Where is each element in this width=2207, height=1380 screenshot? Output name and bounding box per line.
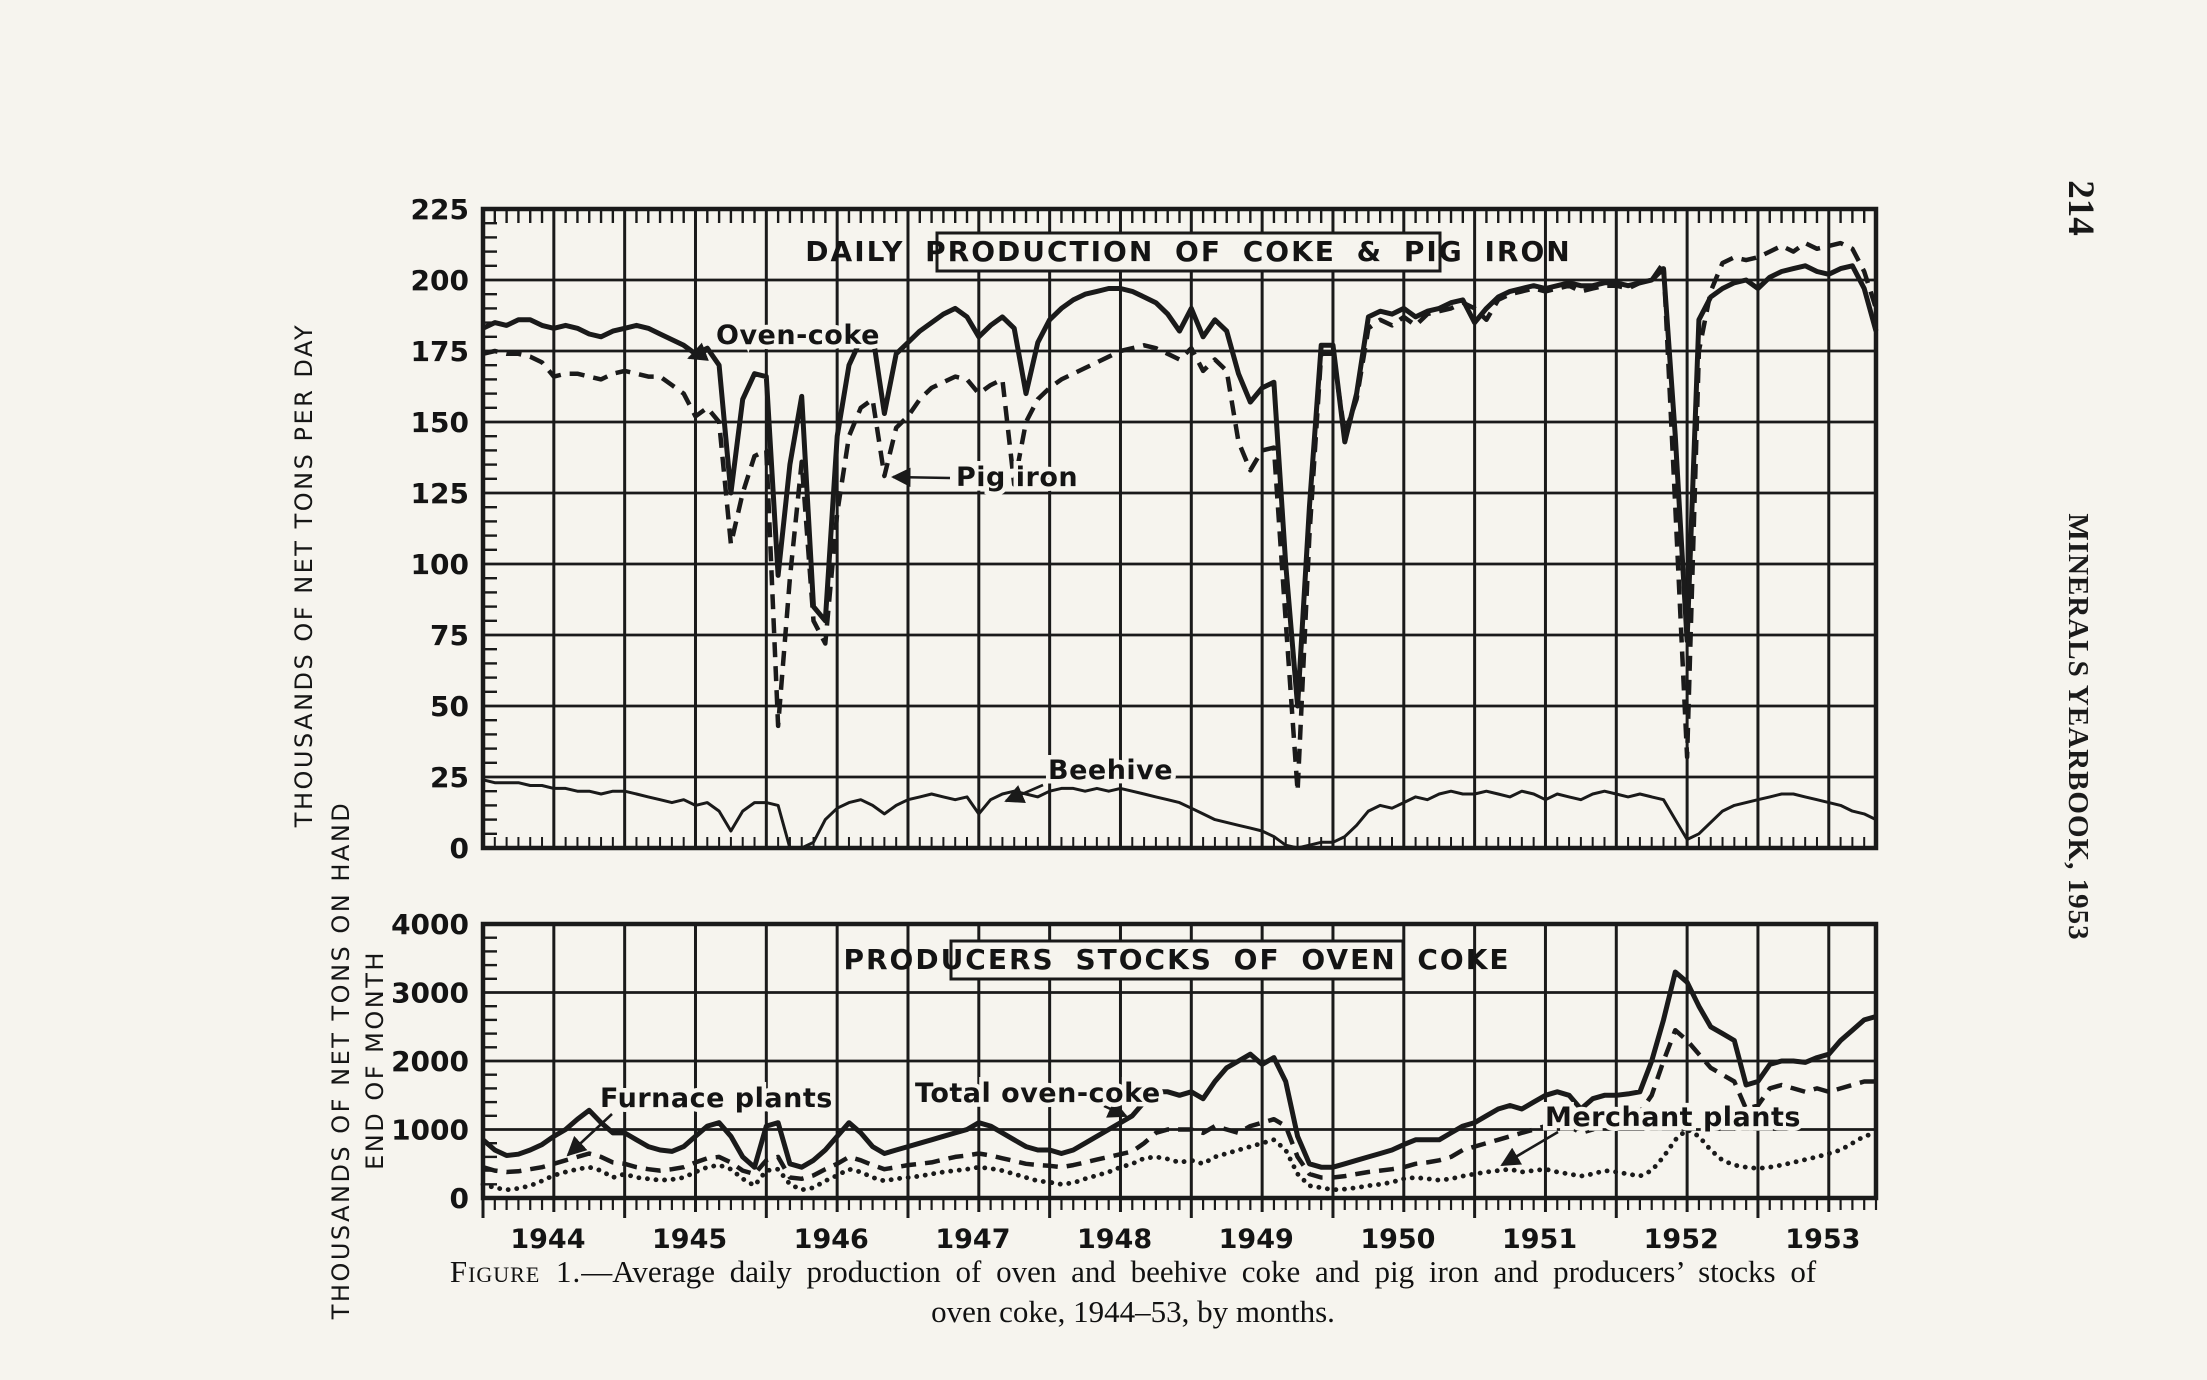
- chart-title-box: [935, 231, 1442, 273]
- y-tick-label: 3000: [391, 977, 469, 1010]
- page-number: 214: [2060, 180, 2101, 236]
- y-tick-label: 125: [411, 477, 469, 510]
- figure-label: Figure 1.: [449, 1254, 582, 1289]
- oven-coke-leader-arrow: [687, 342, 711, 361]
- x-year-label-1950: 1950: [1360, 1224, 1435, 1255]
- pig-iron-line: [482, 240, 1879, 794]
- merchant-plants-leader-arrow: [1500, 1130, 1559, 1167]
- total-oven-coke-leader-arrow: [1103, 1099, 1128, 1118]
- running-head: MINERALS YEARBOOK, 1953: [2062, 513, 2094, 941]
- furnace-plants-line: [482, 1027, 1876, 1182]
- y-tick-label: 2000: [391, 1045, 469, 1078]
- y-tick-label: 50: [430, 690, 469, 723]
- x-year-label-1951: 1951: [1502, 1224, 1577, 1255]
- chart-title: DAILY PRODUCTION OF COKE & PIG IRON: [805, 235, 1571, 268]
- y-tick-label: 75: [430, 619, 469, 652]
- x-year-label-1947: 1947: [935, 1224, 1010, 1255]
- beehive-label: Beehive: [1048, 755, 1173, 786]
- oven-coke-label: Oven-coke: [716, 320, 880, 351]
- caption-line-2: oven coke, 1944–53, by months.: [931, 1294, 1335, 1329]
- x-year-label-1946: 1946: [794, 1224, 869, 1255]
- caption-text-1: —Average daily production of oven and be…: [581, 1254, 1817, 1289]
- y-tick-label: 25: [430, 761, 469, 794]
- y-tick-label: 0: [450, 832, 469, 865]
- merchant-plants-label: Merchant plants: [1545, 1102, 1801, 1133]
- total-oven-coke-label: Total oven-coke: [915, 1078, 1161, 1109]
- x-year-label-1944: 1944: [510, 1224, 585, 1255]
- pig-iron-leader-arrow: [891, 467, 951, 488]
- total-oven-coke-line: [481, 969, 1877, 1170]
- x-year-label-1952: 1952: [1644, 1224, 1719, 1255]
- beehive-line: [482, 778, 1877, 850]
- beehive-leader-arrow: [1004, 783, 1044, 803]
- chart-1: 0 1000 2000 3000 4000 1944 1945 1946 1947 1948 194…: [327, 801, 1879, 1321]
- x-year-label-1945: 1945: [652, 1224, 727, 1255]
- y-tick-label: 1000: [391, 1114, 469, 1147]
- figure-caption: Figure 1.—Average daily production of ov…: [353, 1252, 1913, 1332]
- x-year-label-1949: 1949: [1219, 1224, 1294, 1255]
- y-axis-title: THOUSANDS OF NET TONS PER DAY: [290, 323, 318, 828]
- merchant-plants-line: [480, 1127, 1879, 1193]
- chart-title-box: [949, 939, 1405, 981]
- pig-iron-label: Pig iron: [956, 462, 1078, 493]
- y-tick-label: 100: [411, 548, 469, 581]
- x-year-label-1953: 1953: [1785, 1224, 1860, 1255]
- y-axis-title: THOUSANDS OF NET TONS ON HAND: [327, 801, 355, 1321]
- y-tick-label: 0: [450, 1182, 469, 1215]
- y-axis-title: END OF MONTH: [361, 950, 389, 1170]
- x-year-label-1948: 1948: [1077, 1224, 1152, 1255]
- oven-coke-line: [481, 263, 1879, 709]
- y-tick-label: 4000: [391, 908, 469, 941]
- y-tick-label: 225: [411, 193, 469, 226]
- y-tick-label: 150: [411, 406, 469, 439]
- chart-title: PRODUCERS STOCKS OF OVEN COKE: [843, 943, 1510, 976]
- furnace-plants-label: Furnace plants: [600, 1083, 833, 1114]
- furnace-plants-leader-arrow: [566, 1113, 613, 1157]
- y-tick-label: 200: [411, 264, 469, 297]
- caption-line-1: Figure 1.—Average daily production of ov…: [353, 1252, 1913, 1292]
- y-tick-label: 175: [411, 335, 469, 368]
- chart-0: 0 25 50 75 100 125 150 175 200 225 DAILY PRODUCTIO…: [290, 193, 1879, 865]
